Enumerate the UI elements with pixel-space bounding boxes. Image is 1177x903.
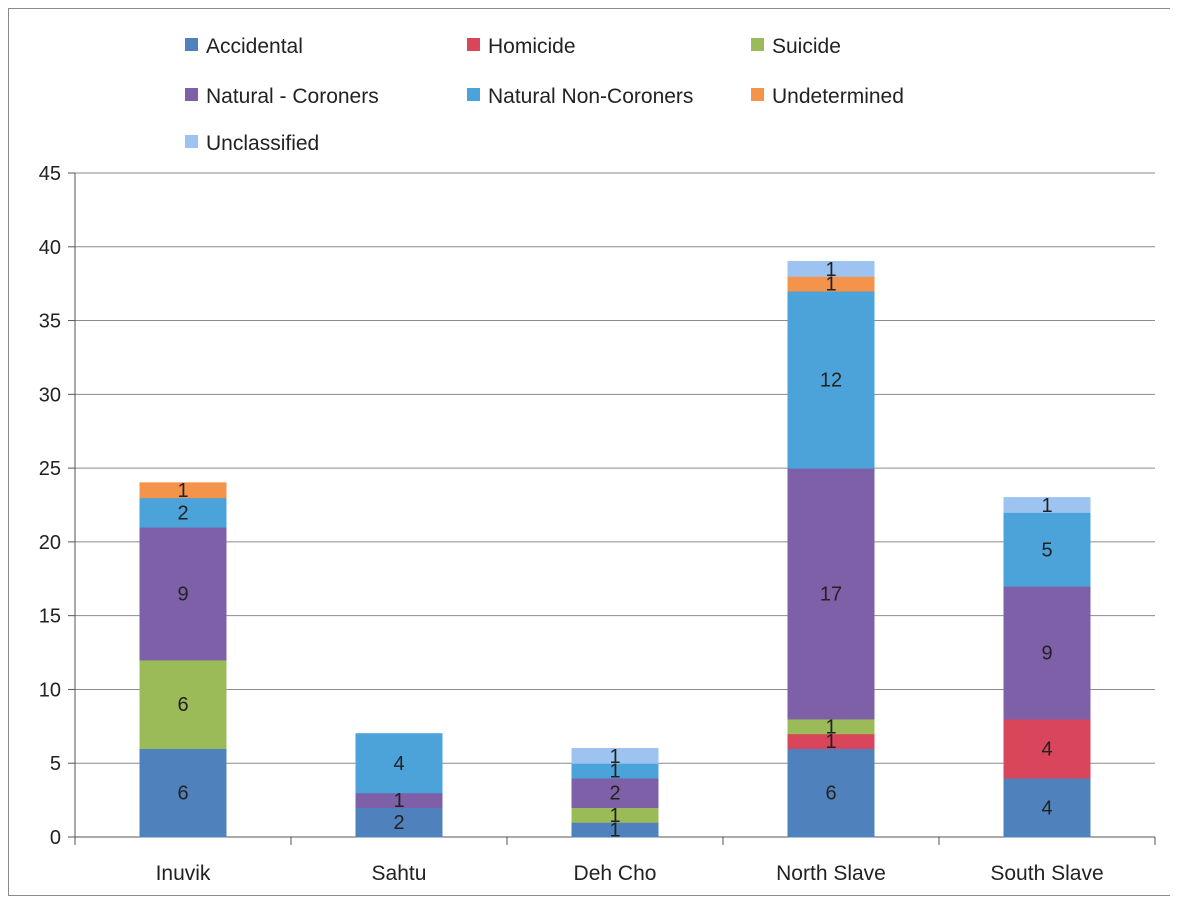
bar-segment-natural-coroners: [787, 467, 875, 720]
legend-swatch-homicide: [467, 38, 480, 51]
x-category-label: South Slave: [990, 862, 1103, 885]
legend-label-unclassified: Unclassified: [206, 132, 319, 155]
labels: 05101520253035404566921Inuvik214Sahtu112…: [39, 163, 1104, 885]
data-label: 1: [825, 259, 836, 281]
bar-segment-unclassified: [787, 261, 875, 277]
y-tick-label: 40: [39, 237, 61, 259]
legend-label-natural-coroners: Natural - Coroners: [206, 85, 379, 108]
legend-swatch-natural-non-coroners: [467, 88, 480, 101]
bar-segment-accidental: [787, 747, 875, 838]
data-label: 1: [177, 480, 188, 502]
gridlines: [75, 172, 1155, 764]
legend-label-homicide: Homicide: [488, 35, 576, 58]
y-tick-label: 35: [39, 311, 61, 333]
y-tick-label: 10: [39, 679, 61, 701]
y-tick-label: 5: [50, 753, 61, 775]
data-label: 1: [609, 820, 620, 842]
data-label: 1: [609, 805, 620, 827]
bar-segment-accidental: [1003, 777, 1091, 838]
data-label: 17: [820, 584, 842, 606]
data-label: 9: [177, 584, 188, 606]
x-category-label: Inuvik: [156, 862, 211, 885]
bar-segment-natural-non-coroners: [1003, 511, 1091, 587]
legend-swatch-accidental: [185, 38, 198, 51]
bars: [139, 261, 1091, 838]
axes: [68, 172, 1156, 845]
legend-label-natural-non-coroners: Natural Non-Coroners: [488, 85, 693, 108]
data-label: 2: [177, 502, 188, 524]
bar-segment-undetermined: [139, 482, 227, 499]
bar-segment-unclassified: [571, 747, 659, 764]
data-label: 4: [393, 753, 404, 775]
bar-segment-natural-coroners: [571, 777, 659, 808]
bar-segment-unclassified: [1003, 497, 1091, 513]
data-label: 1: [609, 761, 620, 783]
legend-label-accidental: Accidental: [206, 35, 303, 58]
bar-segment-accidental: [139, 747, 227, 838]
data-label: 5: [1041, 539, 1052, 561]
data-label: 9: [1041, 643, 1052, 665]
data-label: 1: [1041, 495, 1052, 517]
legend-label-undetermined: Undetermined: [772, 85, 904, 108]
chart-frame: [8, 8, 1170, 896]
legend: Accidental Homicide Suicide Natural - Coron…: [185, 35, 904, 155]
x-category-label: Sahtu: [372, 862, 427, 885]
data-label: 1: [825, 716, 836, 738]
x-category-label: Deh Cho: [574, 862, 657, 885]
data-label: 6: [177, 694, 188, 716]
x-category-label: North Slave: [776, 862, 886, 885]
y-tick-label: 45: [39, 163, 61, 185]
data-label: 1: [825, 731, 836, 753]
legend-label-suicide: Suicide: [772, 35, 841, 58]
bar-segment-natural-coroners: [139, 526, 227, 661]
data-label: 1: [609, 746, 620, 768]
data-label: 1: [393, 790, 404, 812]
data-label: 2: [609, 783, 620, 805]
data-label: 6: [177, 783, 188, 805]
y-tick-label: 20: [39, 532, 61, 554]
legend-swatch-natural-coroners: [185, 88, 198, 101]
data-label: 6: [825, 783, 836, 805]
data-label: 2: [393, 812, 404, 834]
data-label: 1: [825, 274, 836, 296]
legend-swatch-unclassified: [185, 135, 198, 148]
legend-swatch-undetermined: [751, 88, 764, 101]
bar-segment-suicide: [139, 659, 227, 749]
y-tick-label: 15: [39, 606, 61, 628]
legend-swatch-suicide: [751, 38, 764, 51]
data-label: 4: [1041, 738, 1052, 760]
y-tick-label: 0: [50, 827, 61, 849]
data-label: 4: [1041, 797, 1052, 819]
y-tick-label: 25: [39, 458, 61, 480]
y-tick-label: 30: [39, 384, 61, 406]
bar-segment-natural-coroners: [1003, 585, 1091, 720]
data-label: 12: [820, 370, 842, 392]
bar-segment-natural-non-coroners: [355, 733, 443, 794]
